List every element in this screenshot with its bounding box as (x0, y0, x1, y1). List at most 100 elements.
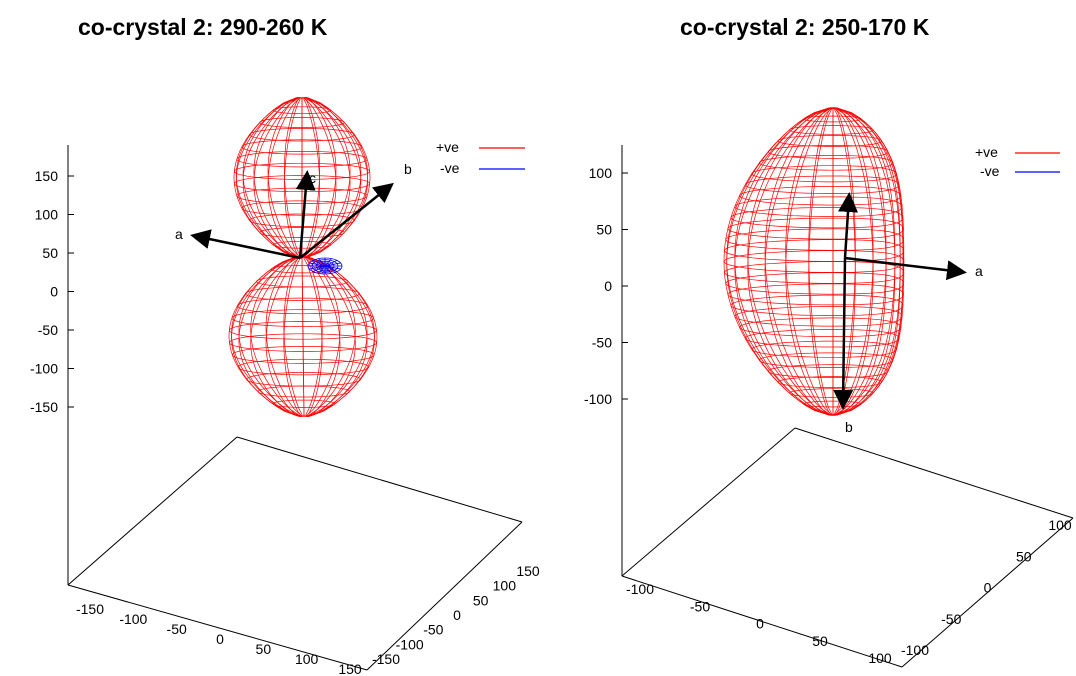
right-mesh-latitude-line (739, 186, 902, 206)
left-y-tick-label: -150 (372, 651, 400, 667)
right-mesh-longitude-line (835, 107, 896, 416)
right-mesh-longitude-line (835, 107, 887, 415)
right-y-tick-label: -100 (901, 642, 929, 658)
left-negative-lobe (307, 257, 343, 275)
left-legend-neg-label: -ve (440, 160, 460, 176)
right-z-tick-label: 100 (589, 165, 613, 181)
left-x-axis-ticks: -150 -100 -50 0 50 100 150 (76, 601, 362, 676)
right-mesh-longitude-line (808, 107, 833, 415)
right-legend: +ve -ve (975, 144, 1060, 179)
left-mesh-longitude-line (306, 97, 375, 417)
right-z-tick-label: -100 (584, 391, 612, 407)
right-mesh-latitude-line (727, 217, 904, 240)
left-x-tick-label: 0 (216, 631, 224, 647)
left-z-tick-label: 50 (42, 245, 58, 261)
left-x-tick-label: 50 (256, 641, 272, 657)
right-axis-vectors (833, 192, 967, 410)
left-x-tick-label: 100 (295, 651, 319, 667)
right-z-tick-label: -50 (592, 335, 612, 351)
right-mesh-latitude-line (734, 306, 903, 327)
right-mesh-longitude-line (723, 107, 830, 416)
left-z-tick-label: 0 (50, 284, 58, 300)
left-z-tick-label: -50 (38, 322, 58, 338)
right-y-axis-ticks: -100 -50 0 50 100 (901, 517, 1072, 658)
left-vector-b-label: b (404, 161, 412, 177)
right-mesh-longitude-line (834, 107, 874, 415)
right-mesh-longitude-line (764, 108, 831, 416)
right-mesh-longitude-line (836, 107, 904, 416)
right-mesh-longitude-line (833, 107, 856, 415)
left-legend: +ve -ve (436, 139, 525, 176)
right-mesh-latitude-line (727, 283, 904, 306)
left-legend-pos-label: +ve (436, 139, 459, 155)
right-mesh-longitude-line (726, 107, 830, 416)
right-mesh-longitude-line (764, 107, 831, 415)
right-legend-neg-label: -ve (980, 163, 1000, 179)
right-surface-mesh (723, 107, 905, 416)
left-vector-b (299, 182, 394, 259)
left-x-tick-label: -50 (167, 621, 187, 637)
right-x-axis-ticks: -100 -50 0 50 100 (626, 581, 892, 666)
right-mesh-latitude-line (734, 196, 903, 217)
right-vector-b (833, 257, 854, 410)
right-y-tick-label: 0 (984, 580, 992, 596)
chart-title-right: co-crystal 2: 250-170 K (680, 14, 930, 40)
left-x-tick-label: 150 (338, 661, 362, 676)
right-z-tick-label: 50 (596, 222, 612, 238)
left-y-tick-label: -100 (396, 636, 424, 652)
left-negative-spoke (309, 262, 341, 270)
right-mesh-longitude-line (785, 108, 832, 416)
left-z-tick-label: -100 (30, 361, 58, 377)
right-mesh-latitude-line (739, 317, 902, 337)
right-x-tick-label: -100 (626, 581, 654, 597)
left-z-axis-ticks: 150 100 50 0 -50 -100 -150 (30, 168, 74, 415)
right-x-tick-label: 50 (812, 633, 828, 649)
left-y-tick-label: 100 (493, 578, 517, 594)
left-mesh-longitude-line (305, 98, 356, 417)
right-z-axis-ticks: 100 50 0 -50 -100 (584, 165, 628, 407)
left-mesh-longitude-line (303, 98, 323, 417)
right-y-tick-label: 100 (1048, 517, 1072, 533)
right-mesh-longitude-line (836, 107, 901, 416)
right-axes (621, 145, 1074, 668)
right-y-tick-label: 50 (1016, 548, 1032, 564)
right-mesh-longitude-line (785, 107, 832, 415)
left-vector-c (295, 170, 316, 259)
left-z-tick-label: 100 (35, 207, 59, 223)
right-x-tick-label: -50 (690, 598, 710, 614)
right-y-tick-label: -50 (941, 611, 961, 627)
right-mesh-longitude-line (747, 107, 831, 416)
left-mesh-longitude-line (304, 97, 341, 416)
left-z-tick-label: -150 (30, 399, 58, 415)
left-mesh-longitude-line (238, 98, 299, 417)
left-surface-mesh (228, 96, 378, 418)
left-y-tick-label: 150 (516, 563, 540, 579)
right-x-tick-label: 0 (756, 616, 764, 632)
right-vector-a-label: a (975, 263, 983, 279)
right-mesh-longitude-line (808, 108, 833, 416)
left-vector-a-label: a (175, 226, 183, 242)
left-mesh-longitude-line (305, 97, 356, 416)
right-z-tick-label: 0 (604, 278, 612, 294)
right-mesh-longitude-line (834, 108, 874, 416)
left-y-tick-label: -50 (423, 622, 443, 638)
left-axes (67, 145, 523, 671)
right-vector-a (844, 256, 967, 281)
right-mesh-longitude-line (734, 107, 830, 416)
right-mesh-longitude-line (747, 107, 831, 416)
right-legend-pos-label: +ve (975, 144, 998, 160)
right-mesh-longitude-line (836, 107, 905, 416)
left-x-tick-label: -100 (119, 611, 147, 627)
left-z-tick-label: 150 (35, 168, 59, 184)
left-y-tick-label: 50 (473, 592, 489, 608)
right-mesh-latitude-line (758, 352, 894, 368)
right-x-tick-label: 100 (868, 650, 892, 666)
right-vector-c-label: c (849, 199, 856, 215)
left-vector-a (190, 229, 301, 260)
chart-title-left: co-crystal 2: 290-260 K (78, 14, 328, 40)
left-vector-c-label: c (309, 170, 316, 186)
right-vector-c (838, 192, 858, 259)
left-x-tick-label: -150 (76, 601, 104, 617)
